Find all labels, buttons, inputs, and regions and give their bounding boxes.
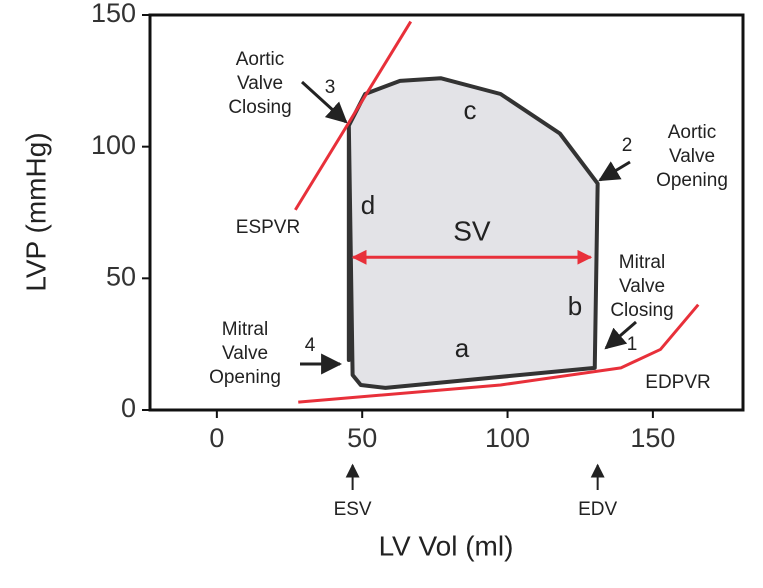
annotation: Closing [228, 97, 291, 118]
annotation: 3 [325, 77, 336, 98]
annotation: a [455, 333, 470, 363]
annotation: 1 [627, 334, 638, 355]
relation-line [298, 303, 700, 404]
y-tick-label: 50 [106, 261, 136, 291]
annotation: Mitral [222, 319, 268, 340]
annotation: Aortic [236, 49, 285, 70]
y-tick-label: 150 [91, 0, 136, 28]
annotation: 4 [305, 335, 316, 356]
annotation: Valve [669, 146, 715, 167]
y-tick-label: 100 [91, 130, 136, 160]
annotation: Valve [237, 73, 283, 94]
volume-label: ESV [334, 499, 372, 520]
annotation: b [568, 291, 582, 321]
y-tick-label: 0 [121, 393, 136, 423]
x-axis-label: LV Vol (ml) [379, 530, 514, 561]
annotation: Valve [619, 276, 665, 297]
y-axis-label: LVP (mmHg) [20, 132, 51, 291]
annotation: Closing [610, 300, 673, 321]
x-tick-label: 100 [485, 423, 530, 453]
annotation: Opening [656, 170, 728, 191]
x-tick-label: 50 [347, 423, 377, 453]
annotation: c [464, 95, 477, 125]
annotation: d [361, 190, 375, 220]
series-label: EDPVR [645, 372, 710, 393]
plot-frame [148, 13, 745, 412]
sv-label: SV [453, 216, 491, 247]
x-tick-label: 150 [630, 423, 675, 453]
annotation-arrow [598, 160, 631, 182]
annotation: Opening [209, 367, 281, 388]
x-tick-label: 0 [209, 423, 224, 453]
annotation: Valve [222, 343, 268, 364]
series-label: ESPVR [236, 217, 300, 238]
relation-line [294, 20, 413, 211]
annotation: 2 [622, 135, 633, 156]
annotation: Mitral [619, 252, 665, 273]
annotation-arrow [604, 320, 637, 350]
annotation-arrow [300, 80, 348, 124]
volume-label: EDV [578, 499, 617, 520]
annotation: Aortic [668, 122, 717, 143]
